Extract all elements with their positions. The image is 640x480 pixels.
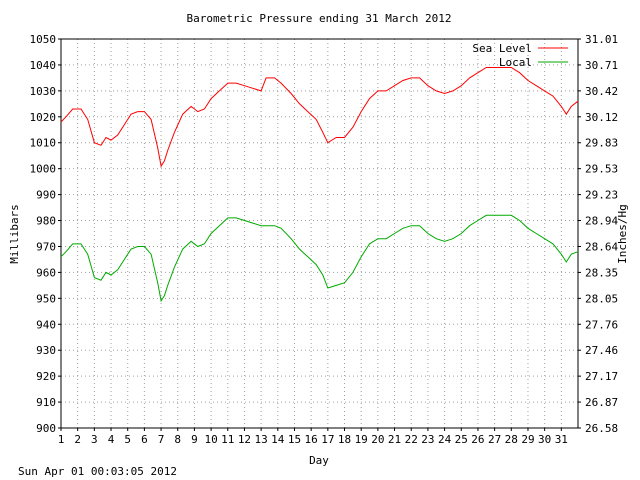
y-tick-label-right: 29.23 — [585, 189, 618, 202]
x-tick-label: 11 — [221, 433, 234, 446]
x-tick-label: 6 — [141, 433, 148, 446]
x-tick-label: 15 — [288, 433, 301, 446]
y-tick-label-right: 31.01 — [585, 33, 618, 46]
y-tick-label-left: 1010 — [30, 137, 57, 150]
y-tick-label-left: 1030 — [30, 85, 57, 98]
x-tick-label: 24 — [438, 433, 452, 446]
y-tick-label-left: 940 — [36, 318, 56, 331]
x-tick-label: 8 — [174, 433, 181, 446]
y-tick-label-left: 900 — [36, 422, 56, 435]
y-tick-label-left: 1050 — [30, 33, 57, 46]
chart-title: Barometric Pressure ending 31 March 2012 — [187, 12, 452, 25]
y-tick-label-left: 910 — [36, 396, 56, 409]
y-tick-label-right: 27.76 — [585, 318, 618, 331]
y-tick-label-left: 920 — [36, 370, 56, 383]
x-tick-label: 14 — [271, 433, 285, 446]
legend-label-sea-level: Sea Level — [472, 42, 532, 55]
y-tick-label-right: 27.17 — [585, 370, 618, 383]
y-axis-label-left: Millibars — [8, 204, 21, 264]
x-tick-label: 31 — [555, 433, 568, 446]
y-tick-label-left: 950 — [36, 292, 56, 305]
y-tick-label-left: 1040 — [30, 59, 57, 72]
plot-frame — [60, 38, 579, 429]
x-tick-label: 27 — [488, 433, 501, 446]
y-tick-label-left: 1000 — [30, 163, 57, 176]
x-tick-label: 17 — [321, 433, 334, 446]
x-tick-label: 18 — [338, 433, 351, 446]
footer-timestamp: Sun Apr 01 00:03:05 2012 — [18, 465, 177, 478]
x-tick-label: 5 — [124, 433, 131, 446]
x-tick-label: 19 — [355, 433, 368, 446]
x-tick-label: 13 — [255, 433, 268, 446]
x-tick-label: 10 — [204, 433, 217, 446]
x-axis-ticks: 1 2 3 4 5 6 7 8 9 10 11 12 13 14 15 16 17 18 19 20 21 22 23 24 2… — [58, 428, 568, 446]
x-tick-label: 30 — [538, 433, 551, 446]
x-tick-label: 2 — [74, 433, 81, 446]
x-axis-label: Day — [309, 454, 329, 467]
y-tick-label-right: 26.87 — [585, 396, 618, 409]
x-tick-label: 29 — [521, 433, 534, 446]
x-tick-label: 22 — [405, 433, 418, 446]
y-tick-label-left: 980 — [36, 215, 56, 228]
y-tick-label-right: 30.42 — [585, 85, 618, 98]
x-tick-label: 28 — [505, 433, 518, 446]
y-tick-label-right: 28.94 — [585, 215, 618, 228]
x-tick-label: 20 — [371, 433, 384, 446]
y-tick-label-left: 970 — [36, 240, 56, 253]
y-tick-label-right: 30.71 — [585, 59, 618, 72]
series-line-sea-level — [60, 67, 579, 168]
x-tick-label: 26 — [471, 433, 484, 446]
y-axis-label-right: Inches/Hg — [616, 204, 629, 264]
y-tick-label-right: 26.58 — [585, 422, 618, 435]
y-axis-right-ticks: 26.58 26.87 27.17 27.46 27.76 28.05 28.35 28.64… — [578, 33, 618, 435]
y-tick-label-right: 30.12 — [585, 111, 618, 124]
x-tick-label: 9 — [191, 433, 198, 446]
y-tick-label-left: 930 — [36, 344, 56, 357]
series-line-local — [60, 214, 579, 303]
y-axis-left-ticks: 900 910 920 930 940 950 960 970 980 990 1000 1010 10… — [30, 33, 61, 435]
x-tick-label: 3 — [91, 433, 98, 446]
y-tick-label-left: 990 — [36, 189, 56, 202]
x-tick-label: 25 — [455, 433, 468, 446]
x-tick-label: 12 — [238, 433, 251, 446]
x-tick-label: 21 — [388, 433, 401, 446]
legend-label-local: Local — [499, 56, 532, 69]
legend: Sea Level Local — [472, 42, 568, 69]
y-tick-label-right: 28.35 — [585, 266, 618, 279]
grid-lines — [61, 39, 578, 428]
y-tick-label-left: 1020 — [30, 111, 57, 124]
x-tick-label: 23 — [421, 433, 434, 446]
series-lines — [60, 67, 579, 303]
x-tick-label: 16 — [305, 433, 318, 446]
x-tick-label: 1 — [58, 433, 65, 446]
y-tick-label-right: 29.83 — [585, 137, 618, 150]
y-tick-label-left: 960 — [36, 266, 56, 279]
y-tick-label-right: 27.46 — [585, 344, 618, 357]
y-tick-label-right: 29.53 — [585, 163, 618, 176]
y-tick-label-right: 28.64 — [585, 240, 618, 253]
x-tick-label: 4 — [108, 433, 115, 446]
y-tick-label-right: 28.05 — [585, 292, 618, 305]
x-tick-label: 7 — [158, 433, 165, 446]
